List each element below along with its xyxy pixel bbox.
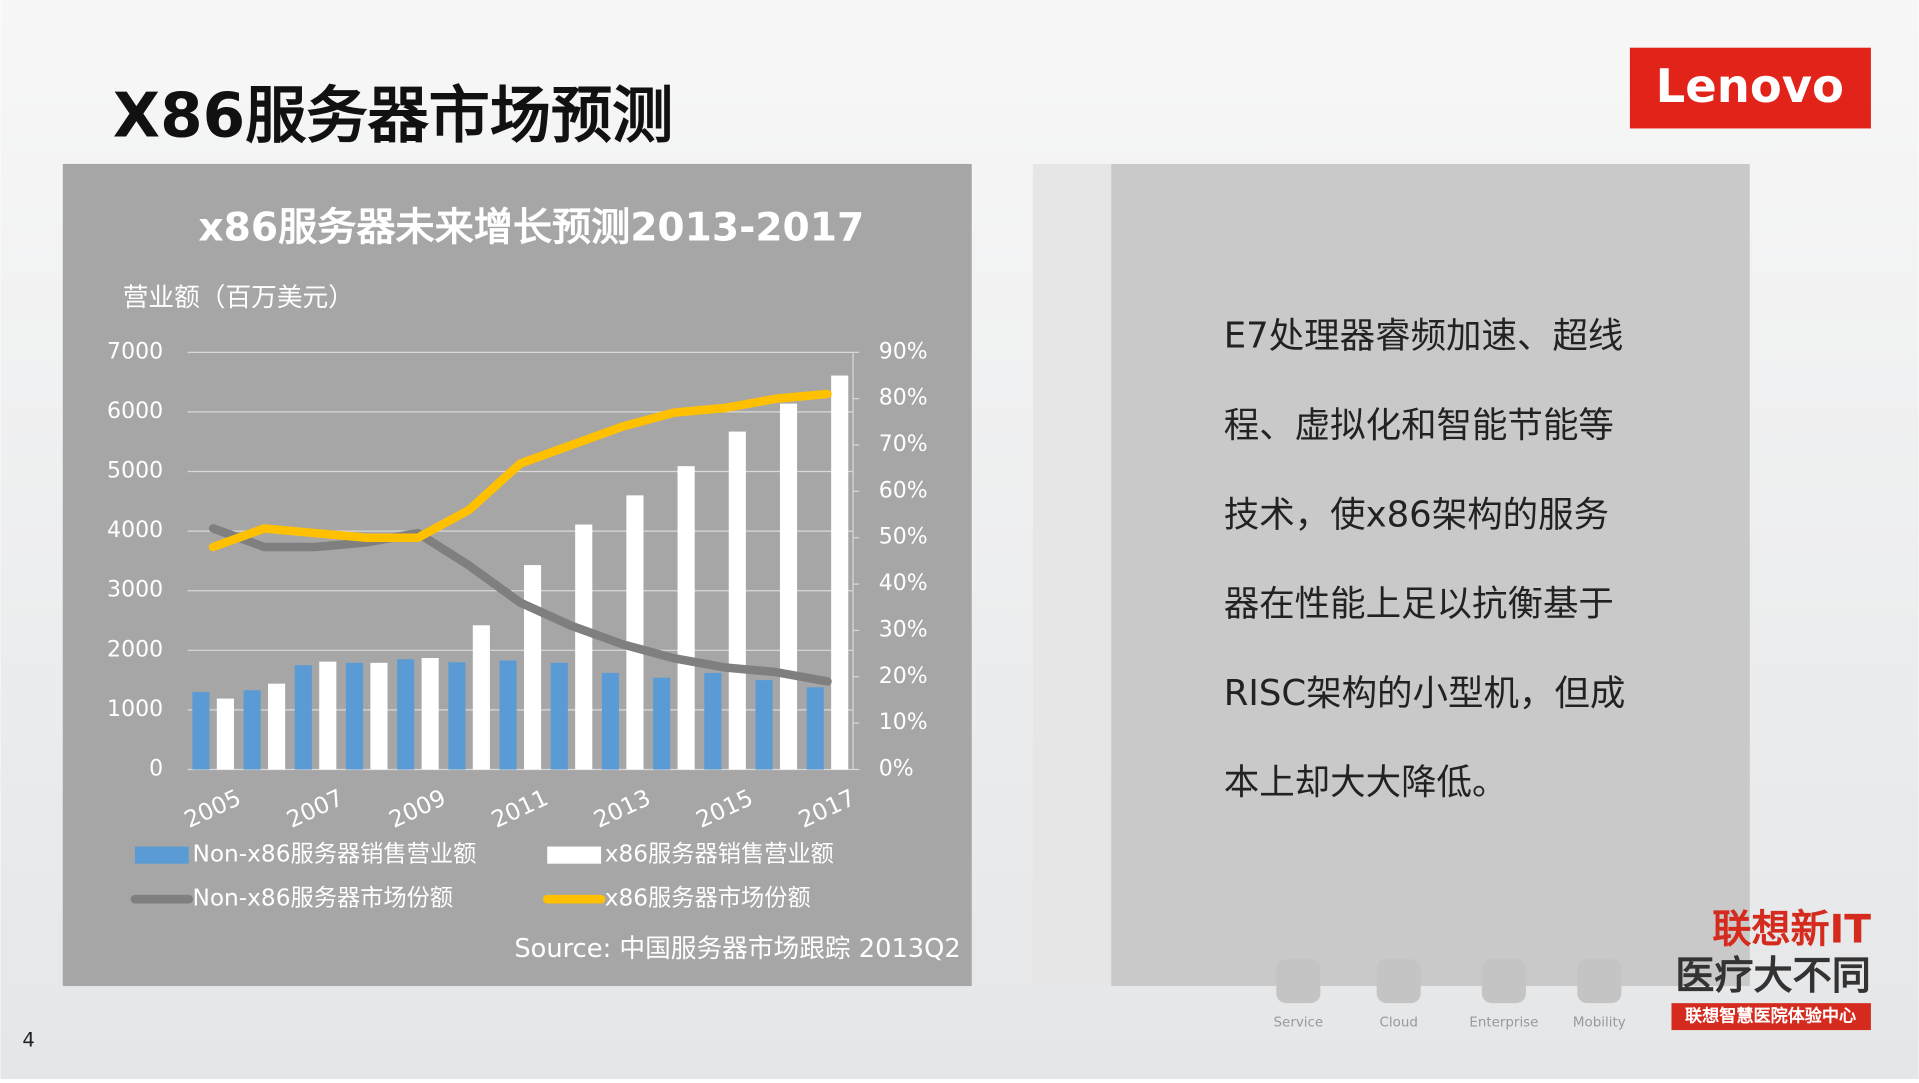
panel-line: 器在性能上足以抗衡基于: [1224, 584, 1614, 625]
y2-tick-label: 10%: [879, 710, 928, 735]
icon: [1481, 959, 1526, 1004]
bar: [677, 466, 695, 770]
panel-line: 本上却大大降低。: [1224, 762, 1508, 803]
y-tick-label: 0: [149, 756, 163, 781]
icon-label: Enterprise: [1469, 1016, 1538, 1031]
logo-box: [1629, 47, 1871, 129]
bar: [779, 403, 798, 770]
bar: [728, 431, 746, 770]
y-tick-label: 4000: [107, 518, 163, 543]
bar: [499, 660, 517, 770]
legend-swatch: [134, 846, 189, 864]
brand-box: [1671, 1003, 1871, 1031]
bar: [319, 661, 337, 770]
icon: [1376, 959, 1421, 1004]
y2-tick-label: 80%: [879, 386, 928, 411]
y2-tick-label: 0%: [879, 756, 914, 781]
bar: [831, 375, 849, 770]
bar: [216, 698, 234, 770]
bar: [704, 672, 722, 770]
legend-label: Non-x86服务器市场份额: [192, 885, 453, 912]
y-axis-label: 营业额（百万美元）: [123, 283, 354, 313]
icon-label: Mobility: [1573, 1016, 1626, 1031]
bar: [626, 495, 644, 770]
bar: [345, 662, 364, 770]
chart-panel: [62, 163, 972, 987]
legend-label: x86服务器销售营业额: [605, 841, 834, 868]
text-panel: [1111, 163, 1750, 987]
bar: [550, 662, 568, 770]
bar: [601, 672, 620, 770]
y-tick-label: 1000: [107, 697, 163, 722]
y2-tick-label: 90%: [879, 339, 928, 364]
y2-tick-label: 30%: [879, 617, 928, 642]
brand-line: 联想智慧医院体验中心: [1685, 1006, 1856, 1027]
panel-strip: [1032, 163, 1112, 987]
bar: [448, 662, 466, 770]
bar: [294, 665, 312, 770]
bar: [397, 659, 415, 770]
y-tick-label: 3000: [107, 578, 163, 603]
y-tick-label: 2000: [107, 637, 163, 662]
chart-title: x86服务器未来增长预测2013-2017: [198, 205, 864, 250]
bar: [243, 690, 261, 770]
y-tick-label: 6000: [107, 399, 163, 424]
y-tick-label: 7000: [107, 339, 163, 364]
bar: [523, 565, 542, 770]
bar: [755, 680, 773, 770]
source: Source: 中国服务器市场跟踪 2013Q2: [514, 934, 960, 964]
y2-tick-label: 60%: [879, 478, 928, 503]
brand-line: 联想新IT: [1712, 908, 1871, 953]
bar: [268, 683, 286, 770]
bar: [192, 692, 210, 770]
page-number: 4: [22, 1029, 34, 1052]
bar: [653, 677, 671, 770]
legend-swatch: [547, 846, 602, 864]
panel-line: 程、虚拟化和智能节能等: [1224, 405, 1614, 446]
footer: Service Cloud Enterprise Mobility 联想新IT医疗大不同…: [1274, 908, 1872, 1031]
line: [208, 389, 832, 552]
bar: [575, 524, 593, 770]
logo: Lenovo: [1656, 59, 1844, 113]
y2-tick-label: 50%: [879, 525, 928, 550]
brand-line: 医疗大不同: [1675, 954, 1871, 999]
panel-line: E7处理器睿频加速、超线: [1224, 316, 1624, 357]
slide-title: X86服务器市场预测: [113, 80, 673, 151]
bar: [421, 658, 439, 770]
icon: [1276, 959, 1321, 1004]
icon-label: Cloud: [1379, 1016, 1417, 1031]
icon-label: Service: [1274, 1016, 1324, 1031]
bar: [472, 625, 490, 770]
y2-tick-label: 40%: [879, 571, 928, 596]
y2-tick-label: 70%: [879, 432, 928, 457]
y2-tick-label: 20%: [879, 664, 928, 689]
icon: [1577, 959, 1622, 1004]
legend-label: x86服务器市场份额: [605, 885, 811, 912]
line: [208, 524, 832, 686]
y-tick-label: 5000: [107, 459, 163, 484]
panel-line: 技术，使x86架构的服务: [1224, 494, 1609, 535]
legend-label: Non-x86服务器销售营业额: [192, 841, 476, 868]
panel-text: E7处理器睿频加速、超线程、虚拟化和智能节能等技术，使x86架构的服务器在性能上…: [1224, 316, 1626, 804]
bar: [370, 662, 388, 770]
bar: [806, 687, 824, 770]
panel-line: RISC架构的小型机，但成: [1224, 673, 1626, 714]
